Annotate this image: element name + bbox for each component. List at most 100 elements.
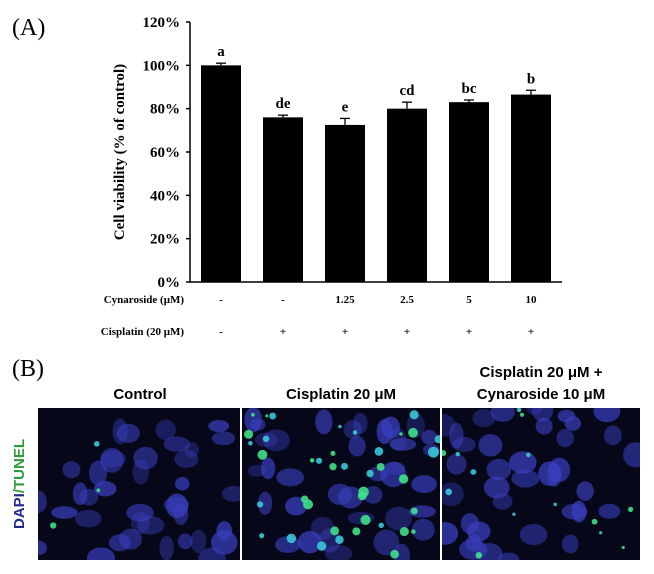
tunel-spot [335,535,344,545]
treatment-value: - [219,294,223,306]
tunel-spot [357,491,367,501]
error-bar [526,89,536,95]
nucleus [561,503,588,520]
nucleus [126,503,154,522]
y-tick-label: 20% [150,232,180,248]
tunel-spot [410,507,418,515]
tunel-spot [512,512,516,516]
micrograph [38,408,240,560]
nucleus [598,503,621,519]
tunel-spot [330,450,336,456]
bar [263,117,303,282]
tunel-spot [265,414,269,418]
tunel-spot [352,527,361,536]
tunel-spot [315,457,323,464]
tunel-spot [434,435,440,444]
treatment-value: 10 [526,294,538,306]
tunel-spot [251,412,255,417]
tunel-spot [526,452,531,458]
tunel-spot [591,518,598,525]
tunel-spot [303,499,314,510]
nucleus [262,429,290,452]
tunel-spot [329,463,337,471]
nucleus [531,408,554,422]
nucleus [556,428,574,448]
tunel-spot [378,522,384,528]
nucleus [285,496,307,516]
nucleus [276,468,305,487]
nucleus [548,457,571,482]
y-tick-label: 40% [150,188,180,204]
bar [201,65,241,282]
nucleus [324,544,353,560]
nucleus [175,476,190,491]
significance-letter: de [276,96,291,112]
nucleus [174,449,199,468]
treatment-value: 5 [466,294,472,306]
tunel-spot [475,552,483,559]
nucleus [446,453,467,475]
tunel-spot [366,469,374,478]
tunel-spot [409,410,419,420]
nucleus [136,515,165,535]
nucleus [159,535,174,560]
error-bar [340,117,350,125]
nucleus [38,490,47,513]
nucleus [603,425,622,446]
nucleus [338,486,363,509]
tunel-spot [399,432,403,436]
nucleus [190,529,207,554]
tunel-spot [257,449,268,460]
panel-label: (A) [12,15,45,41]
nucleus [486,458,512,481]
tunel-spot [621,545,625,550]
nucleus [315,409,333,435]
nucleus [100,447,124,473]
tunel-spot [262,435,270,443]
nucleus [116,423,140,443]
tunel-spot [442,450,447,457]
tunel-spot [96,488,101,493]
nucleus [561,534,579,554]
micrograph [242,408,440,560]
y-tick-label: 0% [158,275,181,291]
tunel-spot [408,427,418,438]
nucleus [535,417,553,435]
nucleus [511,469,540,488]
nucleus [244,408,263,433]
treatment-value: + [404,326,410,338]
nucleus [519,523,548,546]
treatment-label: Cynaroside (μM) [104,294,185,306]
nucleus [177,533,193,550]
error-bar [402,101,412,109]
nucleus [352,412,368,434]
stain-dapi: DAPI [11,493,28,529]
treatment-value: + [466,326,472,338]
nucleus [623,442,640,468]
nucleus [310,516,335,541]
treatment-label: Cisplatin (20 μM) [101,326,185,338]
nucleus [472,409,496,428]
tunel-spot [259,533,265,539]
nucleus [133,446,158,470]
nucleus [411,518,435,541]
nucleus [490,408,515,422]
nucleus [348,435,366,457]
stain-label: DAPI/TUNEL [11,439,28,529]
bar [511,94,551,282]
nucleus [132,459,150,485]
significance-letter: a [217,44,225,60]
tunel-spot [360,514,371,525]
nucleus [184,442,199,458]
nucleus [385,506,412,531]
treatment-value: + [342,326,348,338]
nucleus [475,543,503,560]
y-tick-label: 100% [143,58,181,74]
nucleus [465,534,482,552]
tunel-spot [316,541,327,551]
nucleus [373,529,400,556]
nucleus [87,547,115,560]
tunel-spot [256,501,264,508]
bar [387,108,427,283]
